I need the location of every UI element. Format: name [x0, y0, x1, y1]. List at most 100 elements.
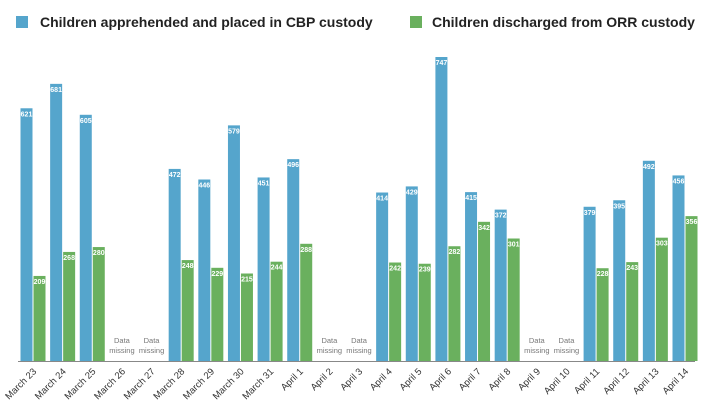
value-label-cbp: 446 — [198, 182, 210, 189]
bar-cbp — [257, 177, 270, 361]
value-label-orr: 280 — [93, 250, 105, 257]
data-missing-label: Data — [321, 336, 338, 345]
bar-cbp — [198, 179, 211, 361]
value-label-orr: 342 — [478, 225, 490, 232]
x-tick-label: April 14 — [661, 366, 692, 397]
value-label-orr: 239 — [419, 267, 431, 274]
data-missing-label: Data — [351, 336, 368, 345]
value-label-cbp: 429 — [406, 189, 418, 196]
value-label-cbp: 414 — [376, 196, 388, 203]
x-tick-label: April 3 — [338, 366, 365, 393]
value-label-orr: 242 — [389, 266, 401, 273]
data-missing-label: missing — [317, 346, 342, 355]
bar-cbp — [642, 160, 655, 361]
data-missing-label: missing — [524, 346, 549, 355]
bar-cbp — [494, 209, 507, 361]
bar-orr — [596, 268, 609, 361]
x-tick-label: April 11 — [572, 366, 602, 396]
value-label-cbp: 395 — [613, 203, 625, 210]
x-tick-label: March 30 — [211, 366, 247, 402]
x-tick-label: March 24 — [33, 366, 69, 402]
value-label-cbp: 415 — [465, 195, 477, 202]
bar-cbp — [435, 57, 448, 361]
value-label-cbp: 451 — [258, 180, 270, 187]
bar-orr — [655, 237, 668, 361]
value-label-orr: 301 — [508, 242, 520, 249]
bar-cbp — [79, 114, 92, 362]
bar-orr — [685, 216, 698, 361]
value-label-orr: 268 — [63, 255, 75, 262]
x-tick-label: March 28 — [152, 366, 188, 402]
bar-cbp — [20, 108, 33, 362]
data-missing-label: Data — [559, 336, 576, 345]
bar-orr — [92, 247, 105, 361]
value-label-cbp: 496 — [287, 162, 299, 169]
value-label-cbp: 456 — [673, 178, 685, 185]
bar-orr — [626, 262, 639, 361]
x-tick-label: April 1 — [279, 366, 306, 393]
bar-cbp — [287, 159, 300, 361]
bar-cbp — [405, 186, 418, 361]
value-label-orr: 228 — [597, 271, 609, 278]
x-tick-label: April 5 — [398, 366, 425, 393]
value-label-orr: 248 — [182, 263, 194, 270]
value-label-cbp: 605 — [80, 118, 92, 125]
value-label-cbp: 621 — [21, 111, 33, 118]
bar-cbp — [465, 192, 478, 361]
bar-orr — [63, 251, 76, 361]
x-tick-label: April 8 — [486, 366, 513, 393]
value-label-cbp: 579 — [228, 128, 240, 135]
bar-cbp — [583, 206, 596, 361]
x-tick-label: April 13 — [631, 366, 662, 397]
legend-swatch-cbp — [16, 16, 28, 28]
x-tick-label: April 7 — [457, 366, 484, 393]
data-missing-label: missing — [139, 346, 164, 355]
bar-cbp — [227, 125, 240, 361]
data-missing-label: Data — [529, 336, 546, 345]
x-tick-label: April 6 — [427, 366, 454, 393]
bar-cbp — [168, 168, 181, 361]
bar-orr — [270, 261, 283, 361]
bar-orr — [448, 246, 461, 361]
bar-cbp — [613, 200, 626, 361]
bar-orr — [211, 267, 224, 361]
legend-label-cbp: Children apprehended and placed in CBP c… — [40, 14, 373, 30]
legend: Children apprehended and placed in CBP c… — [16, 14, 695, 30]
data-missing-label: Data — [114, 336, 131, 345]
value-label-orr: 288 — [300, 247, 312, 254]
x-tick-label: April 4 — [368, 366, 395, 393]
data-missing-label: missing — [554, 346, 579, 355]
x-tick-label: April 10 — [542, 366, 573, 397]
legend-swatch-orr — [410, 16, 422, 28]
data-missing-label: missing — [346, 346, 371, 355]
value-label-cbp: 379 — [584, 210, 596, 217]
bar-orr — [507, 238, 520, 361]
x-tick-label: March 31 — [240, 366, 276, 402]
value-label-orr: 356 — [686, 219, 698, 226]
value-label-orr: 229 — [211, 271, 223, 278]
value-label-orr: 209 — [34, 279, 46, 286]
bar-orr — [181, 260, 194, 361]
value-label-orr: 243 — [626, 265, 638, 272]
value-label-cbp: 472 — [169, 172, 181, 179]
value-label-orr: 244 — [271, 265, 283, 272]
bar-orr — [418, 263, 431, 361]
value-label-cbp: 492 — [643, 164, 655, 171]
x-tick-label: March 27 — [122, 366, 158, 402]
x-tick-label: March 26 — [92, 366, 128, 402]
x-tick-label: April 2 — [309, 366, 336, 393]
value-label-orr: 303 — [656, 241, 668, 248]
x-tick-label: April 12 — [601, 366, 632, 397]
bar-cbp — [376, 192, 389, 361]
value-label-cbp: 681 — [50, 87, 62, 94]
x-tick-label: March 25 — [63, 366, 99, 402]
x-tick-label: March 29 — [181, 366, 217, 402]
bar-orr — [389, 262, 402, 361]
legend-label-orr: Children discharged from ORR custody — [432, 14, 695, 30]
bar-cbp — [672, 175, 685, 361]
bar-orr — [300, 243, 313, 361]
data-missing-label: Data — [144, 336, 161, 345]
x-tick-label: March 23 — [3, 366, 39, 402]
